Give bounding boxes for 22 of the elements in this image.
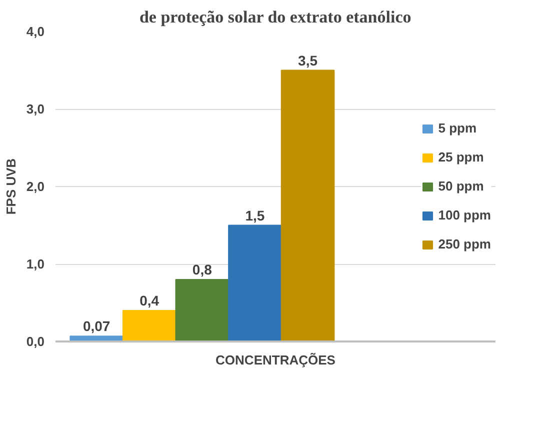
x-axis-title: CONCENTRAÇÕES xyxy=(216,352,336,368)
y-axis-title: FPS UVB xyxy=(3,158,18,215)
data-label: 1,5 xyxy=(245,207,265,224)
data-label: 0,07 xyxy=(82,318,110,334)
data-label: 3,5 xyxy=(298,52,318,68)
bar xyxy=(175,279,230,342)
y-tick-label: 3,0 xyxy=(26,102,45,116)
y-tick-label: 1,0 xyxy=(26,256,45,272)
legend-label: 250 ppm xyxy=(438,236,491,252)
y-tick-label: 4,0 xyxy=(26,24,45,39)
data-label: 0,8 xyxy=(192,262,212,278)
bar xyxy=(122,310,176,342)
y-tick-label: 0,0 xyxy=(26,334,45,349)
data-label: 0,4 xyxy=(140,292,160,308)
chart-title: de proteção solar do extrato etanólico xyxy=(139,8,412,26)
bar xyxy=(280,70,335,342)
legend-label: 25 ppm xyxy=(438,150,484,164)
bar xyxy=(228,224,282,342)
legend-label: 5 ppm xyxy=(438,120,477,136)
legend-label: 100 ppm xyxy=(438,208,491,222)
y-tick-label: 2,0 xyxy=(26,179,45,194)
legend-label: 50 ppm xyxy=(438,178,484,194)
